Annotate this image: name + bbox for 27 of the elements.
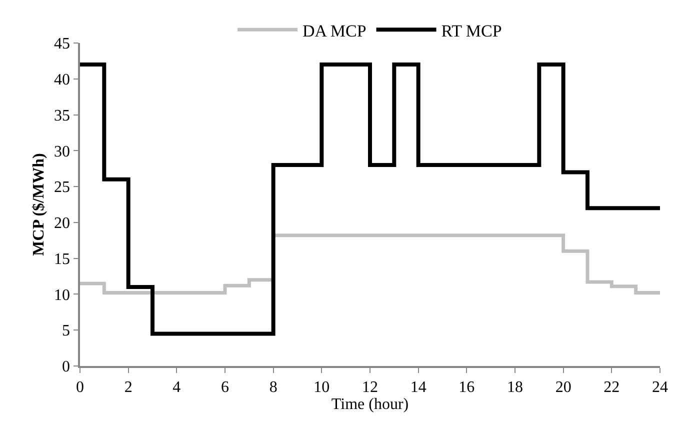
y-tick-label: 45 <box>54 36 70 53</box>
x-tick-label: 6 <box>221 378 229 396</box>
x-tick-label: 22 <box>604 378 620 396</box>
y-tick-label: 10 <box>54 286 70 304</box>
legend-label: DA MCP <box>302 21 366 40</box>
y-tick-label: 35 <box>54 107 70 124</box>
y-tick-label: 5 <box>62 322 70 340</box>
x-tick-label: 0 <box>76 378 84 396</box>
y-tick-label: 20 <box>54 215 70 232</box>
y-axis-title: MCP ($/MWh) <box>30 153 48 256</box>
legend-label: RT MCP <box>441 21 502 40</box>
x-tick-label: 2 <box>124 378 132 396</box>
y-tick-label: 40 <box>54 71 70 88</box>
y-tick-label: 15 <box>54 250 70 268</box>
x-tick-label: 4 <box>172 378 181 396</box>
x-tick-label: 14 <box>410 378 426 396</box>
x-tick-label: 20 <box>555 378 572 396</box>
x-tick-label: 24 <box>652 378 668 396</box>
x-tick-label: 12 <box>362 378 378 396</box>
x-tick-label: 8 <box>269 378 278 396</box>
x-tick-label: 10 <box>314 378 330 396</box>
y-tick-label: 30 <box>54 143 70 160</box>
x-tick-label: 16 <box>458 378 475 396</box>
y-tick-label: 25 <box>54 179 70 196</box>
y-tick-label: 0 <box>62 358 70 376</box>
x-tick-label: 18 <box>507 378 523 396</box>
x-axis-title: Time (hour) <box>331 396 409 413</box>
